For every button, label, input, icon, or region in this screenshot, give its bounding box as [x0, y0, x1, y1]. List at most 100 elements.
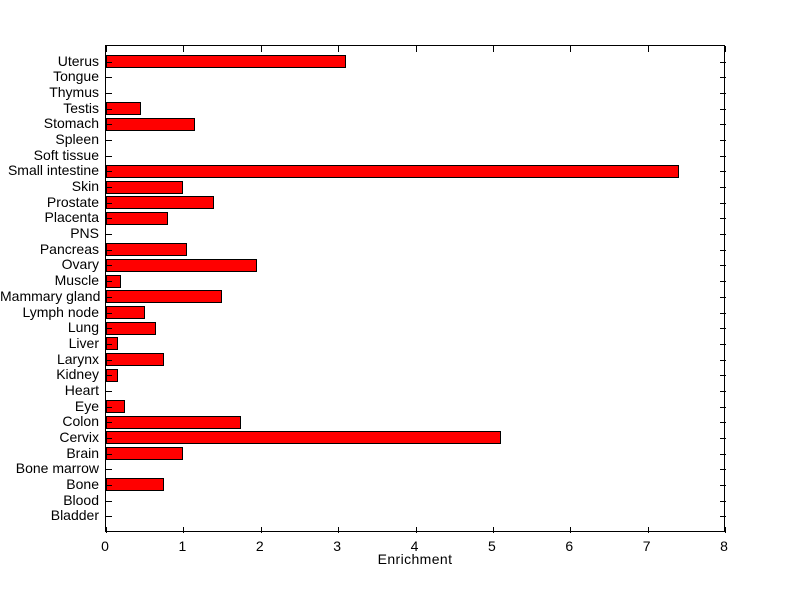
y-tick-right-larynx: [720, 359, 726, 361]
y-tick-right-cervix: [720, 437, 726, 439]
y-tick-right-pancreas: [720, 249, 726, 251]
y-tick-right-prostate: [720, 202, 726, 204]
y-tick-left-brain: [106, 453, 112, 455]
x-tick-bottom-5: [492, 527, 494, 533]
y-tick-right-pns: [720, 234, 726, 236]
y-tick-label-cervix: Cervix: [59, 428, 99, 445]
y-tick-left-bladder: [106, 516, 112, 518]
y-tick-left-spleen: [106, 140, 112, 142]
x-tick-bottom-8: [725, 527, 726, 533]
y-tick-left-mammary-gland: [106, 296, 112, 298]
y-tick-right-colon: [720, 422, 726, 424]
y-tick-right-ovary: [720, 265, 726, 267]
y-tick-right-eye: [720, 406, 726, 408]
y-tick-left-skin: [106, 187, 112, 189]
y-tick-left-lung: [106, 328, 112, 330]
y-tick-right-mammary-gland: [720, 296, 726, 298]
bar-bone: [106, 478, 165, 492]
y-tick-right-placenta: [720, 218, 726, 220]
y-tick-right-brain: [720, 453, 726, 455]
y-tick-right-small-intestine: [720, 171, 726, 173]
bar-ovary: [106, 258, 257, 272]
x-tick-label-0: 0: [101, 538, 109, 554]
y-tick-label-blood: Blood: [63, 491, 99, 508]
y-tick-left-soft-tissue: [106, 155, 112, 157]
y-tick-right-soft-tissue: [720, 155, 726, 157]
y-tick-right-stomach: [720, 124, 726, 126]
y-tick-left-bone-marrow: [106, 469, 112, 471]
y-tick-label-bone: Bone: [66, 475, 99, 492]
y-tick-right-kidney: [720, 375, 726, 377]
x-tick-label-4: 4: [410, 538, 419, 554]
y-tick-right-thymus: [720, 93, 726, 95]
bar-brain: [106, 447, 184, 461]
y-tick-left-lymph-node: [106, 312, 112, 314]
y-tick-label-prostate: Prostate: [46, 193, 99, 210]
x-tick-top-4: [415, 46, 417, 52]
y-tick-label-bone-marrow: Bone marrow: [15, 460, 99, 477]
x-tick-bottom-1: [183, 527, 185, 533]
bar-uterus: [106, 55, 346, 69]
y-tick-label-pancreas: Pancreas: [39, 240, 99, 257]
x-tick-label-3: 3: [333, 538, 342, 554]
y-tick-left-thymus: [106, 93, 112, 95]
y-tick-label-muscle: Muscle: [54, 272, 99, 289]
y-tick-left-stomach: [106, 124, 112, 126]
y-tick-left-eye: [106, 406, 112, 408]
bar-prostate: [106, 196, 215, 210]
y-tick-right-liver: [720, 343, 726, 345]
x-tick-bottom-6: [570, 527, 572, 533]
x-tick-top-8: [725, 46, 726, 52]
bar-larynx: [106, 353, 165, 367]
y-tick-label-placenta: Placenta: [44, 209, 99, 226]
y-tick-label-spleen: Spleen: [55, 131, 99, 148]
y-tick-label-skin: Skin: [71, 178, 99, 195]
y-tick-left-placenta: [106, 218, 112, 220]
y-tick-label-ovary: Ovary: [61, 256, 99, 273]
y-tick-left-kidney: [106, 375, 112, 377]
x-tick-top-5: [492, 46, 494, 52]
y-tick-label-brain: Brain: [66, 444, 99, 461]
y-tick-right-heart: [720, 390, 726, 392]
bar-pancreas: [106, 243, 188, 257]
x-tick-bottom-2: [260, 527, 262, 533]
bar-mammary-gland: [106, 290, 223, 304]
y-tick-right-lymph-node: [720, 312, 726, 314]
x-tick-label-5: 5: [487, 538, 496, 554]
y-tick-label-mammary-gland: Mammary gland: [0, 287, 101, 304]
y-tick-label-lymph-node: Lymph node: [22, 303, 99, 320]
x-tick-top-3: [338, 46, 340, 52]
bar-lung: [106, 321, 157, 335]
x-tick-label-7: 7: [642, 538, 651, 554]
y-tick-left-tongue: [106, 77, 112, 79]
y-tick-label-kidney: Kidney: [56, 366, 99, 383]
x-tick-label-1: 1: [178, 538, 187, 554]
x-tick-bottom-0: [106, 527, 107, 533]
y-tick-label-small-intestine: Small intestine: [7, 162, 99, 179]
y-tick-right-skin: [720, 187, 726, 189]
y-tick-label-soft-tissue: Soft tissue: [33, 146, 99, 163]
y-tick-label-larynx: Larynx: [56, 350, 99, 367]
x-tick-bottom-7: [647, 527, 649, 533]
y-tick-right-lung: [720, 328, 726, 330]
y-tick-label-bladder: Bladder: [50, 507, 99, 524]
x-tick-top-6: [570, 46, 572, 52]
bar-stomach: [106, 117, 195, 131]
x-tick-top-7: [647, 46, 649, 52]
y-tick-label-colon: Colon: [62, 413, 99, 430]
y-tick-left-cervix: [106, 437, 112, 439]
y-tick-label-pns: PNS: [70, 225, 99, 242]
y-tick-left-small-intestine: [106, 171, 112, 173]
plot-area: [105, 45, 726, 533]
y-tick-label-testis: Testis: [63, 99, 99, 116]
bar-cervix: [106, 431, 501, 445]
y-tick-left-heart: [106, 390, 112, 392]
y-tick-left-muscle: [106, 281, 112, 283]
y-tick-left-pns: [106, 234, 112, 236]
bar-small-intestine: [106, 164, 679, 178]
y-tick-left-uterus: [106, 61, 112, 63]
x-axis-title: Enrichment: [377, 551, 453, 567]
x-tick-bottom-3: [338, 527, 340, 533]
y-tick-right-bone: [720, 484, 726, 486]
